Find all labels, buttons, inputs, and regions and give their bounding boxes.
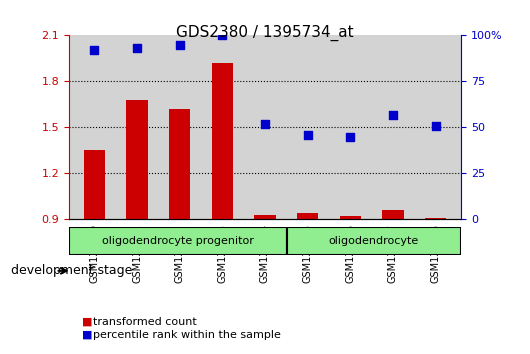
Bar	[297, 213, 319, 219]
Text: GDS2380 / 1395734_at: GDS2380 / 1395734_at	[176, 25, 354, 41]
Point	[175, 42, 184, 47]
Point	[431, 123, 440, 129]
Point	[303, 132, 312, 138]
Point	[388, 112, 397, 118]
Text: percentile rank within the sample: percentile rank within the sample	[93, 330, 280, 339]
Bar	[382, 210, 403, 219]
Bar	[254, 215, 276, 219]
Point	[346, 134, 355, 139]
Point	[261, 121, 269, 127]
Bar	[84, 150, 105, 219]
FancyBboxPatch shape	[69, 227, 287, 255]
Point	[90, 47, 99, 53]
Text: transformed count: transformed count	[93, 317, 197, 327]
Text: development stage: development stage	[11, 264, 132, 277]
Bar	[169, 109, 190, 219]
Bar	[211, 63, 233, 219]
Text: ■: ■	[82, 330, 93, 339]
Text: oligodendrocyte: oligodendrocyte	[329, 236, 419, 246]
Text: oligodendrocyte progenitor: oligodendrocyte progenitor	[102, 236, 254, 246]
Point	[133, 45, 142, 51]
FancyBboxPatch shape	[287, 227, 461, 255]
Bar	[127, 100, 148, 219]
Bar	[425, 218, 446, 219]
Point	[218, 33, 227, 38]
Text: ■: ■	[82, 317, 93, 327]
Bar	[340, 216, 361, 219]
